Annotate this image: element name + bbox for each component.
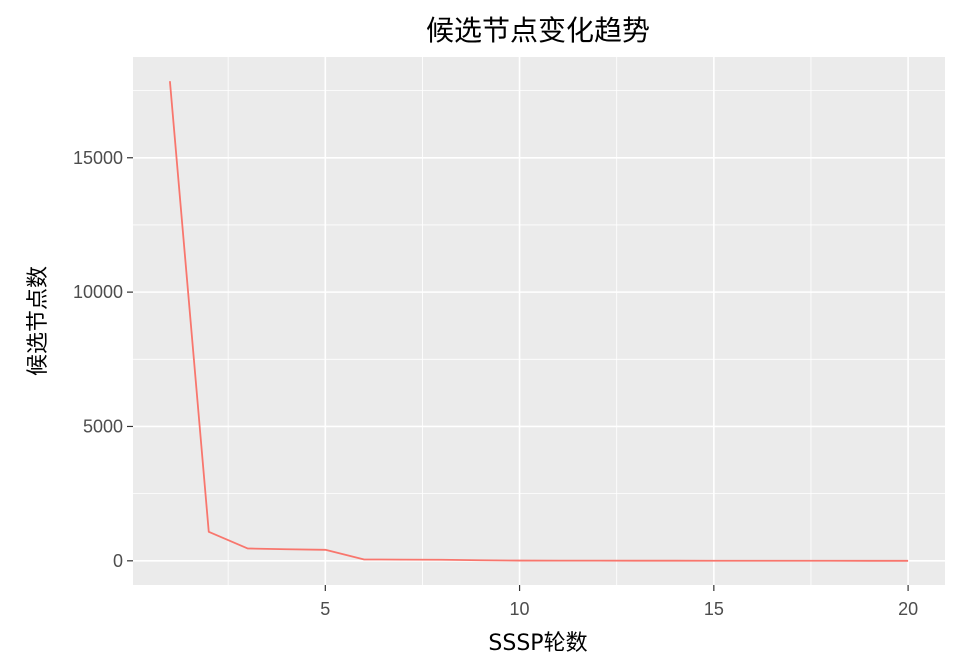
x-tick-label: 10 xyxy=(510,599,530,619)
y-tick-label: 5000 xyxy=(83,416,123,436)
x-axis: 5 10 15 20 xyxy=(320,585,918,619)
y-tick-label: 0 xyxy=(113,551,123,571)
y-axis: 0 5000 10000 15000 xyxy=(73,148,133,571)
y-axis-title: 候选节点数 xyxy=(26,266,51,376)
y-tick-label: 15000 xyxy=(73,148,123,168)
x-tick-label: 20 xyxy=(898,599,918,619)
series-layer xyxy=(169,81,909,562)
series-line xyxy=(169,81,909,562)
x-tick-label: 5 xyxy=(320,599,330,619)
chart-title: 候选节点变化趋势 xyxy=(426,14,650,47)
grid-minor xyxy=(133,57,945,585)
plot-panel xyxy=(133,57,945,585)
x-axis-title: SSSP轮数 xyxy=(488,631,587,656)
x-tick-label: 15 xyxy=(704,599,724,619)
y-tick-label: 10000 xyxy=(73,282,123,302)
